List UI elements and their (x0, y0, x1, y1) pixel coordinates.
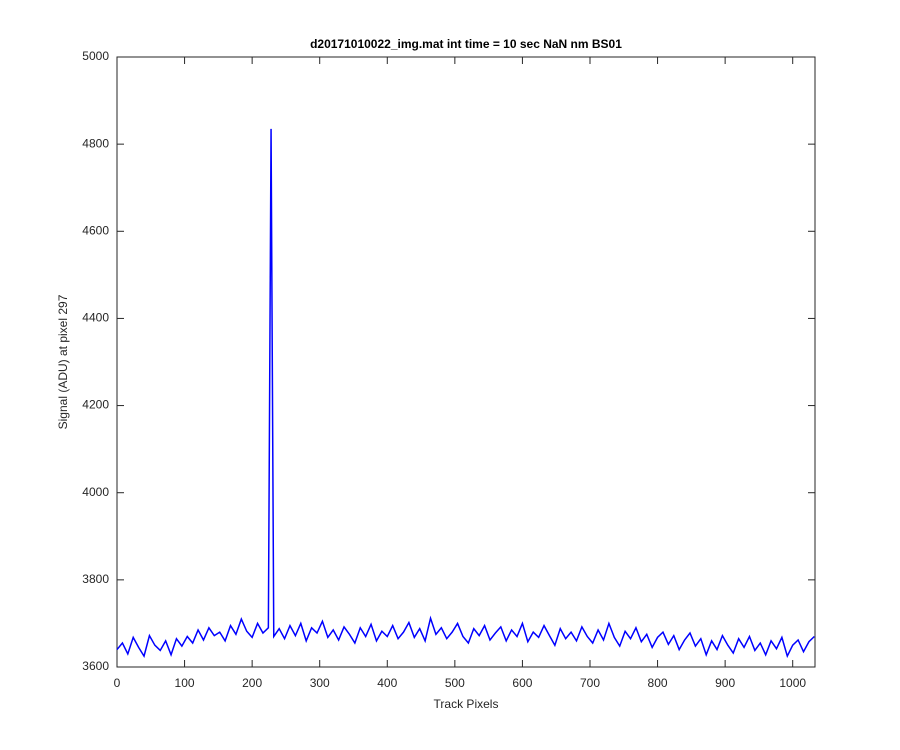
x-tick-label: 0 (114, 676, 121, 690)
data-line (116, 128, 815, 659)
x-tick-label: 200 (242, 676, 262, 690)
x-tick-label: 1000 (779, 676, 806, 690)
y-tick-label: 4200 (82, 398, 109, 412)
chart-title: d20171010022_img.mat int time = 10 sec N… (310, 37, 622, 51)
x-tick-label: 300 (310, 676, 330, 690)
x-axis-label: Track Pixels (434, 697, 499, 711)
x-tick-label: 500 (445, 676, 465, 690)
x-tick-label: 800 (648, 676, 668, 690)
y-tick-label: 4800 (82, 136, 109, 150)
x-tick-label: 900 (715, 676, 735, 690)
y-tick-label: 3600 (82, 659, 109, 673)
y-tick-label: 4600 (82, 223, 109, 237)
y-axis-label: Signal (ADU) at pixel 297 (56, 294, 70, 429)
y-tick-label: 4400 (82, 311, 109, 325)
plot-box (116, 56, 816, 668)
x-tick-label: 600 (512, 676, 532, 690)
x-tick-label: 700 (580, 676, 600, 690)
x-tick-label: 100 (175, 676, 195, 690)
y-tick-label: 3800 (82, 572, 109, 586)
y-tick-label: 4000 (82, 485, 109, 499)
y-tick-label: 5000 (82, 49, 109, 63)
x-tick-label: 400 (377, 676, 397, 690)
